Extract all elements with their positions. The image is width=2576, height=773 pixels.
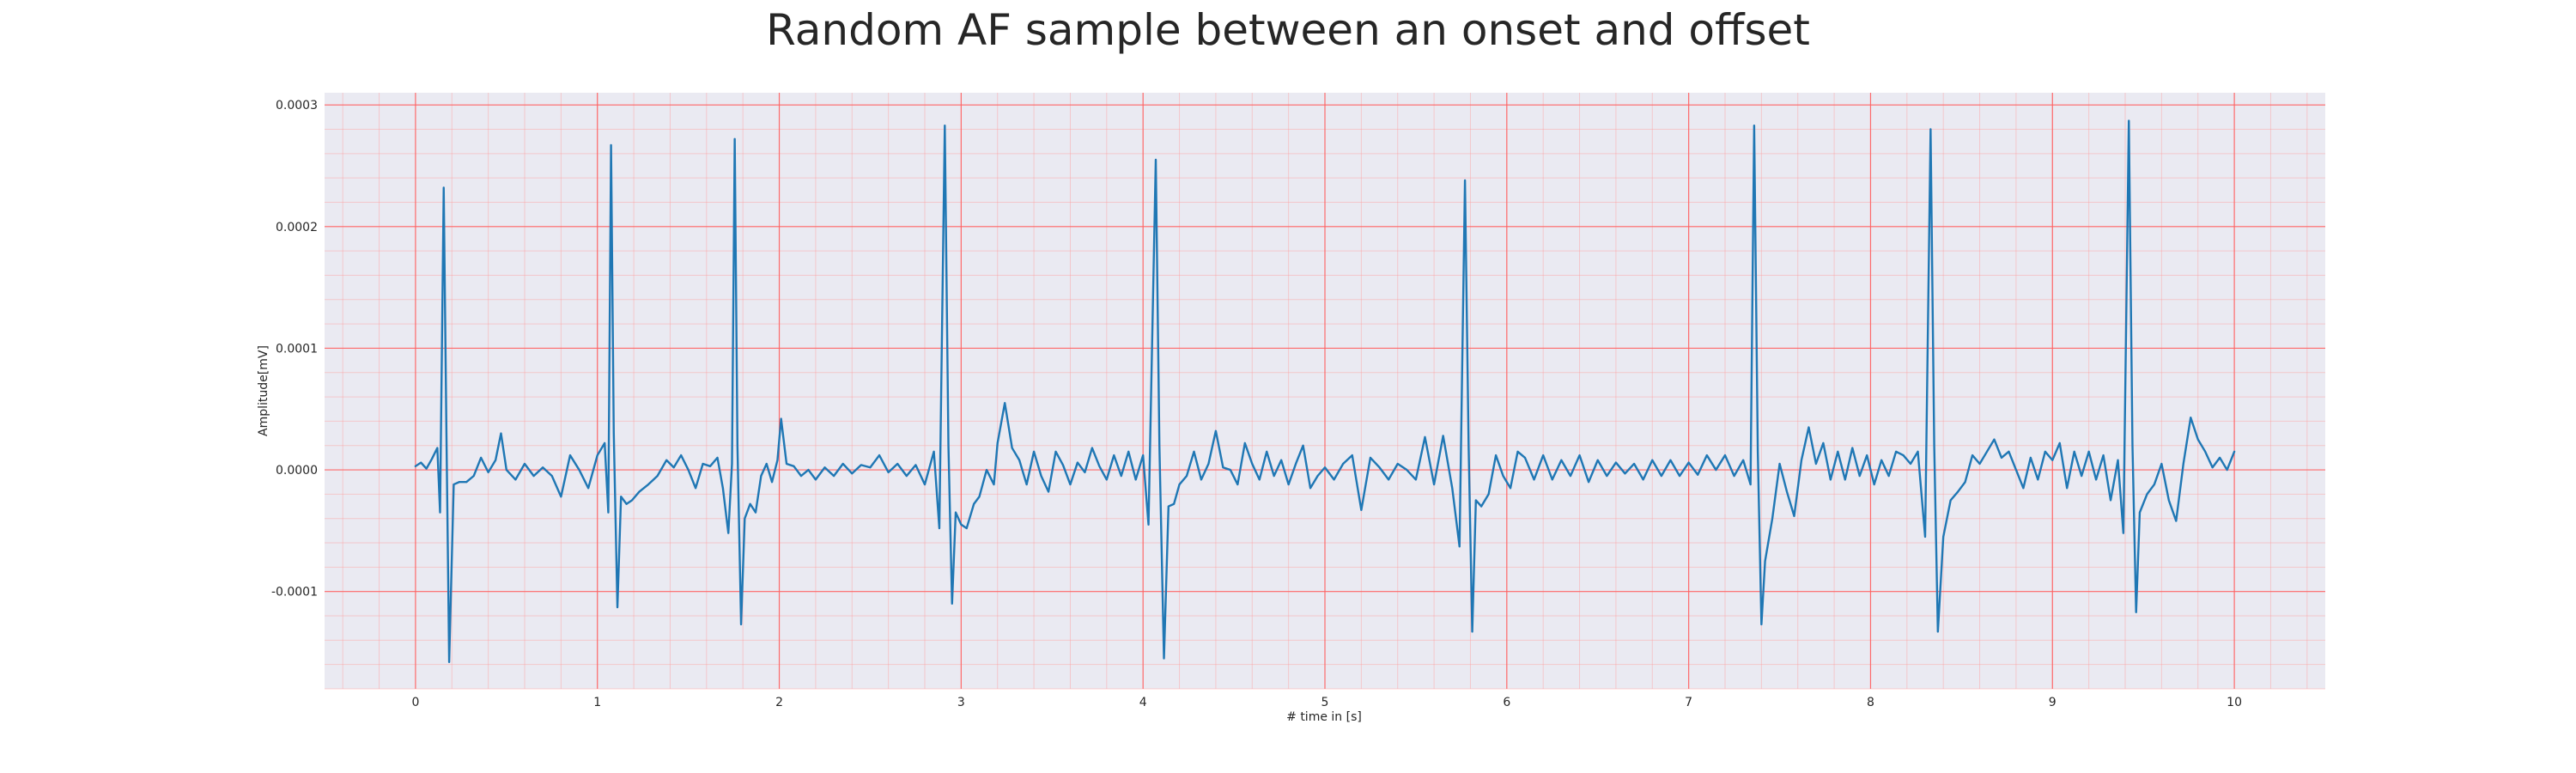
x-tick-label: 1 [593,696,601,709]
y-axis-ticks: -0.0001 0.0000 0.0001 0.0002 0.0003 [271,99,318,600]
x-tick-label: 5 [1321,696,1329,709]
y-tick-label: 0.0002 [276,221,318,234]
y-tick-label: 0.0000 [276,464,318,478]
x-axis-label: # time in [s] [1286,710,1362,724]
x-tick-label: 4 [1139,696,1147,709]
y-tick-label: 0.0003 [276,99,318,113]
y-tick-label: -0.0001 [271,586,318,600]
x-tick-label: 7 [1685,696,1692,709]
x-tick-label: 3 [957,696,965,709]
series-layer [414,119,2236,664]
chart-title: Random AF sample between an onset and of… [766,5,1810,55]
x-tick-label: 0 [411,696,419,709]
y-tick-label: 0.0001 [276,342,318,356]
major-grid [325,93,2325,689]
x-tick-label: 10 [2227,696,2242,709]
x-tick-label: 8 [1867,696,1874,709]
x-tick-label: 6 [1503,696,1510,709]
y-axis-label: Amplitude[mV] [257,345,270,436]
x-tick-label: 9 [2049,696,2057,709]
series-line-0 [414,119,2236,664]
x-tick-label: 2 [775,696,783,709]
x-axis-ticks: 0 1 2 3 4 5 6 7 8 9 10 [411,696,2242,709]
